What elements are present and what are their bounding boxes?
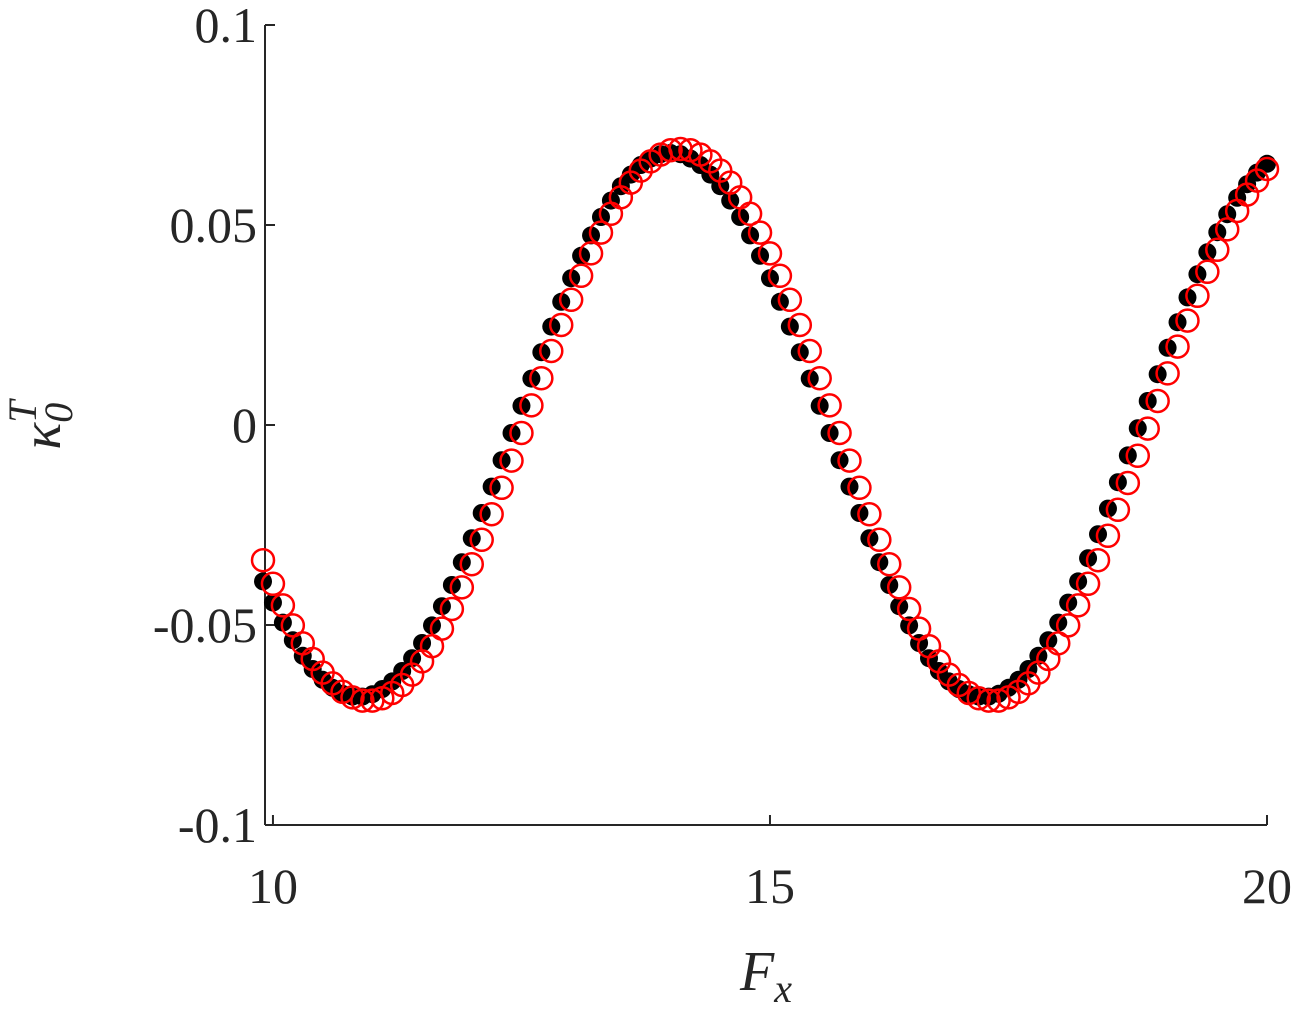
point [519,393,544,418]
point [787,312,813,338]
x-label-sub: x [773,966,792,1011]
point [777,287,803,313]
point [1214,217,1240,242]
point [578,241,604,266]
point [588,220,614,245]
y-tick-label: -0.05 [153,597,257,653]
point [350,688,375,713]
point [1125,443,1151,469]
point [250,547,276,573]
point [1135,416,1160,441]
point [747,220,773,245]
point [767,263,793,289]
point [1105,497,1131,523]
point [479,501,504,527]
point [757,241,783,266]
y-tick-label: 0 [232,397,257,453]
point [837,448,862,473]
y-axis-label: κ0T [0,398,81,450]
point [558,287,584,313]
point [867,527,892,553]
point [1085,547,1111,573]
point [847,475,872,501]
x-tick-label: 15 [745,858,795,914]
point [1165,334,1190,359]
point [817,393,842,418]
point [499,448,524,473]
x-tick-label: 10 [248,858,298,914]
point [966,685,991,711]
point [340,685,365,710]
point [568,263,594,289]
point [1185,283,1210,309]
point [1115,470,1141,496]
point [1254,156,1280,182]
point [807,365,832,391]
point [529,365,554,391]
point [1075,571,1101,597]
point [509,420,534,446]
point [896,596,922,622]
point [1205,237,1230,263]
point [429,616,455,641]
y-label-base: κ [11,422,73,450]
point [260,571,286,597]
y-label-sup: T [0,398,45,423]
point [1055,613,1081,638]
point [1175,308,1200,333]
point [857,501,882,527]
point [986,688,1011,713]
point [1065,593,1091,618]
point [1195,259,1220,285]
point [439,596,465,622]
x-tick-label: 20 [1242,858,1292,914]
point [797,338,822,364]
point [459,551,485,577]
point [658,137,683,163]
point [1095,523,1121,549]
point [886,575,912,600]
point [877,551,902,577]
point [976,688,1001,713]
point [449,575,475,600]
x-label-base: F [739,941,775,1003]
y-tick-label: 0.05 [170,197,258,253]
point [489,475,514,501]
point [469,527,494,553]
y-tick-label: 0.1 [195,0,258,53]
point [737,201,763,227]
point [539,338,564,364]
y-tick-label: -0.1 [178,797,257,853]
point [827,420,852,446]
x-axis-label: Fx [739,941,792,1011]
point [1145,388,1170,414]
y-label-sub: 0 [36,403,81,423]
point [548,312,574,338]
point [1155,361,1180,386]
point [270,593,296,618]
